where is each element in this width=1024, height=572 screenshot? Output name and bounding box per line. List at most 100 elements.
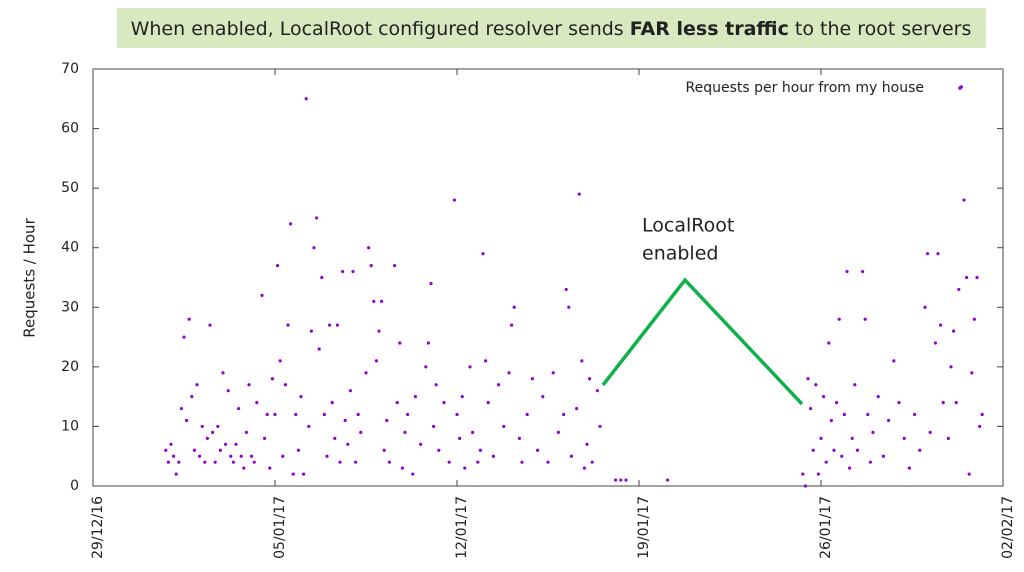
point — [242, 466, 246, 470]
point — [312, 246, 316, 250]
point — [819, 436, 823, 440]
point — [853, 383, 857, 387]
point — [330, 401, 334, 405]
point — [525, 412, 529, 417]
y-tick-label: 40 — [61, 240, 79, 256]
point — [866, 412, 870, 417]
point — [580, 359, 584, 363]
title-part: to the root servers — [789, 18, 972, 40]
point — [208, 323, 212, 327]
point — [876, 395, 880, 399]
title-bold: FAR less traffic — [630, 18, 789, 40]
point — [364, 371, 368, 375]
point — [322, 412, 326, 417]
point — [218, 448, 222, 452]
point — [941, 401, 945, 405]
point — [975, 275, 979, 280]
point — [216, 424, 220, 429]
point — [962, 198, 966, 202]
y-tick-label: 70 — [61, 61, 79, 77]
point — [270, 377, 274, 381]
point — [239, 454, 243, 458]
y-axis-label: Requests / Hour — [21, 217, 39, 337]
y-tick-label: 10 — [61, 418, 79, 434]
point — [294, 412, 298, 417]
point — [372, 299, 376, 303]
y-tick-label: 50 — [61, 180, 79, 196]
point — [426, 341, 430, 345]
point — [296, 448, 300, 452]
point — [367, 246, 371, 250]
point — [455, 412, 459, 417]
point — [276, 263, 280, 268]
point — [187, 317, 191, 321]
point — [892, 359, 896, 363]
point — [182, 335, 186, 339]
point — [359, 430, 363, 434]
point — [809, 406, 813, 411]
point — [478, 448, 482, 452]
point — [338, 460, 342, 464]
point — [348, 389, 352, 393]
point — [229, 454, 233, 458]
point — [811, 448, 815, 452]
point — [471, 430, 475, 434]
point — [335, 323, 339, 327]
point — [551, 371, 555, 375]
point — [476, 460, 480, 464]
point — [309, 329, 313, 333]
point — [307, 424, 311, 429]
point — [333, 436, 337, 440]
point — [393, 263, 397, 268]
point — [231, 460, 235, 464]
point — [816, 472, 821, 476]
point — [840, 454, 844, 458]
point — [255, 401, 259, 405]
annotation: enabled — [642, 243, 718, 265]
y-tick-label: 20 — [61, 359, 79, 375]
point — [949, 365, 953, 369]
point — [972, 317, 977, 321]
point — [260, 293, 264, 297]
point — [234, 442, 238, 446]
point — [398, 341, 402, 345]
point — [374, 359, 378, 363]
point — [411, 472, 415, 476]
point — [868, 460, 873, 464]
point — [382, 448, 386, 452]
point — [863, 317, 867, 321]
point — [923, 305, 927, 309]
point — [536, 448, 540, 452]
point — [172, 454, 176, 458]
point — [325, 454, 329, 458]
point — [437, 448, 441, 452]
point — [824, 460, 828, 464]
x-tick-label: 02/02/17 — [1000, 496, 1016, 559]
point — [881, 454, 886, 458]
point — [265, 412, 269, 417]
point — [588, 377, 592, 381]
point — [346, 442, 350, 446]
point — [595, 389, 600, 393]
y-tick-label: 0 — [70, 478, 79, 494]
point — [907, 466, 912, 470]
legend-marker — [958, 86, 962, 90]
point — [512, 305, 516, 309]
point — [302, 472, 306, 476]
point — [829, 418, 834, 423]
point — [458, 436, 462, 440]
point — [263, 436, 267, 440]
point — [205, 436, 209, 440]
point — [315, 216, 319, 220]
point — [861, 269, 865, 274]
point — [273, 412, 277, 417]
point — [164, 448, 168, 452]
point — [203, 460, 207, 464]
point — [598, 424, 602, 429]
x-tick-label: 05/01/17 — [272, 496, 288, 559]
annotation-arrow — [601, 277, 804, 406]
point — [481, 252, 485, 256]
point — [803, 484, 808, 488]
point — [224, 442, 228, 446]
